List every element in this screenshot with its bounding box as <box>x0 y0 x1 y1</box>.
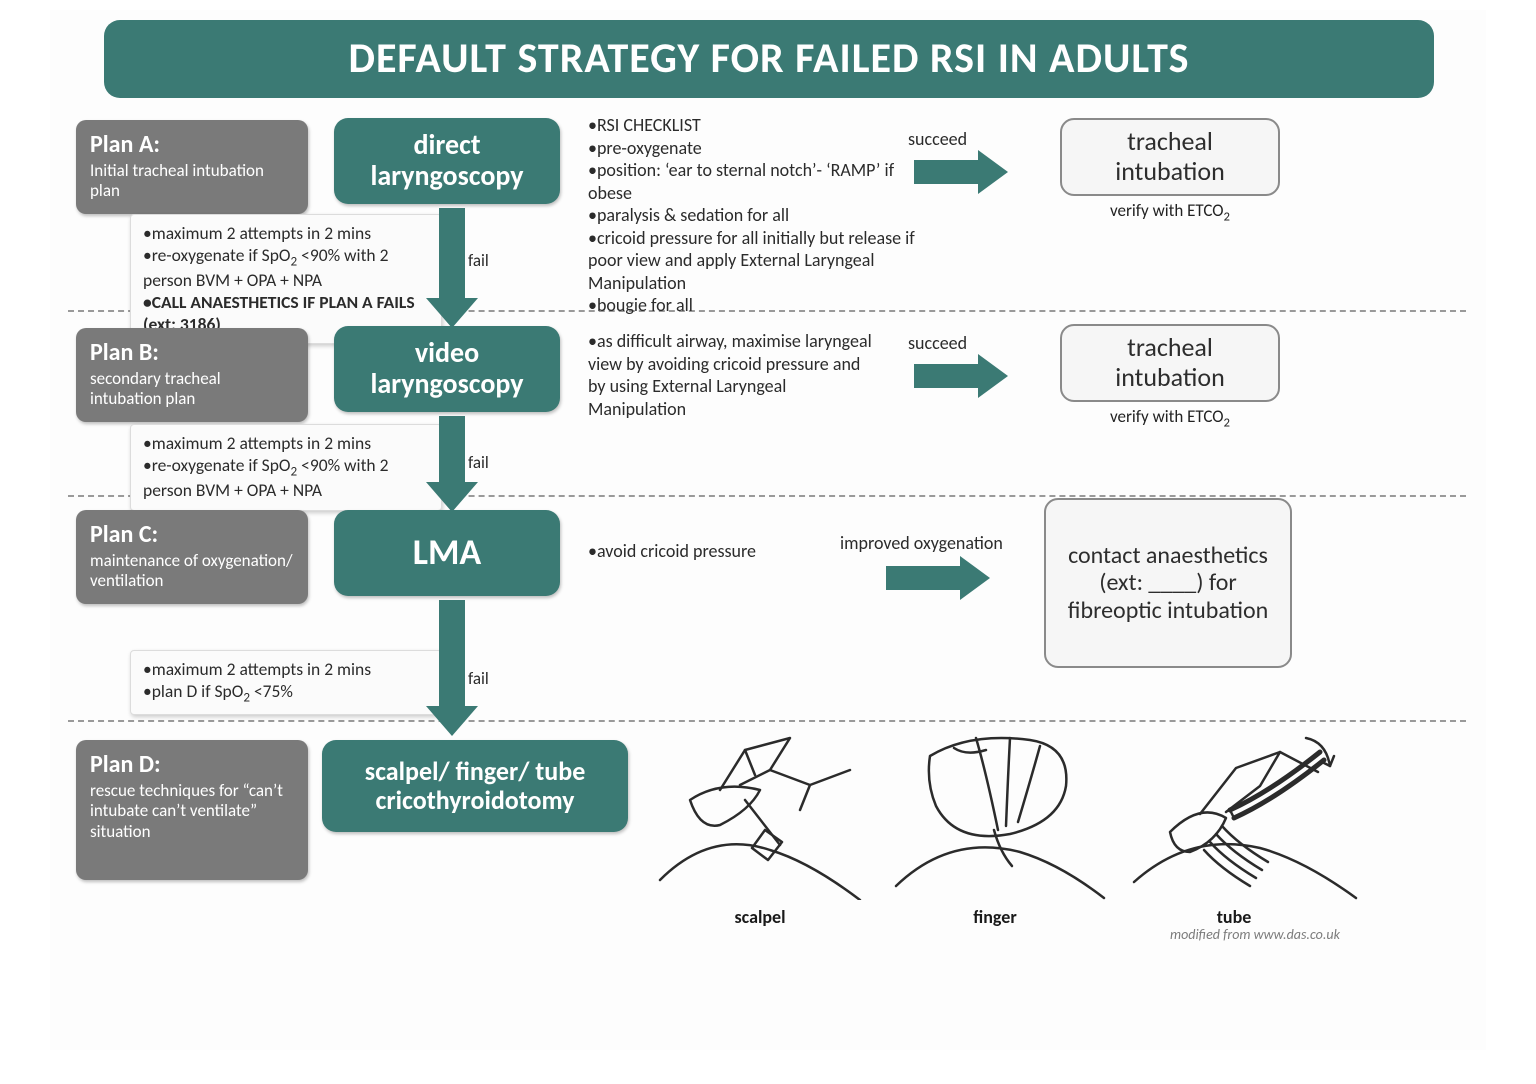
arrow-succeed-a <box>914 150 1014 194</box>
label-fail-b: fail <box>468 452 489 473</box>
flowchart-canvas: DEFAULT STRATEGY FOR FAILED RSI IN ADULT… <box>50 10 1486 1050</box>
outcome-b: tracheal intubation <box>1060 324 1280 402</box>
finger-illustration <box>890 726 1110 900</box>
plan-b-sub: secondary tracheal intubation plan <box>90 369 294 410</box>
plan-c-sub: maintenance of oxygenation/ ventilation <box>90 551 294 592</box>
fig-label-tube: tube <box>1194 906 1274 928</box>
arrow-improved <box>886 556 996 600</box>
action-b: video laryngoscopy <box>334 326 560 412</box>
action-c: LMA <box>334 510 560 596</box>
verify-a: verify with ETCO2 <box>1070 200 1270 224</box>
plan-d-sub: rescue techniques for “can’t intubate ca… <box>90 781 294 842</box>
plan-a-title: Plan A: <box>90 130 294 159</box>
credit-text: modified from www.das.co.uk <box>1170 926 1340 943</box>
plan-c-box: Plan C: maintenance of oxygenation/ vent… <box>76 510 308 604</box>
label-fail-c: fail <box>468 668 489 689</box>
arrow-succeed-b <box>914 354 1014 398</box>
plan-a-box: Plan A: Initial tracheal intubation plan <box>76 120 308 214</box>
action-a: direct laryngoscopy <box>334 118 560 204</box>
label-fail-a: fail <box>468 250 489 271</box>
label-succeed-a: succeed <box>908 128 967 150</box>
label-succeed-b: succeed <box>908 332 967 354</box>
verify-b: verify with ETCO2 <box>1070 406 1270 430</box>
notes-a: •maximum 2 attempts in 2 mins•re-oxygena… <box>130 214 442 344</box>
plan-b-box: Plan B: secondary tracheal intubation pl… <box>76 328 308 422</box>
plan-a-sub: Initial tracheal intubation plan <box>90 161 294 202</box>
action-d: scalpel/ finger/ tube cricothyroidotomy <box>322 740 628 832</box>
fig-label-finger: finger <box>950 906 1040 928</box>
scalpel-illustration <box>650 730 870 900</box>
label-improved: improved oxygenation <box>840 532 1003 554</box>
tube-illustration <box>1130 722 1360 900</box>
outcome-a: tracheal intubation <box>1060 118 1280 196</box>
plan-d-title: Plan D: <box>90 750 294 779</box>
side-note-b: •as difficult airway, maximise laryngeal… <box>588 330 878 420</box>
page-title: DEFAULT STRATEGY FOR FAILED RSI IN ADULT… <box>104 20 1434 98</box>
plan-d-box: Plan D: rescue techniques for “can’t int… <box>76 740 308 880</box>
rsi-checklist: •RSI CHECKLIST •pre-oxygenate •position:… <box>588 114 918 317</box>
fig-label-scalpel: scalpel <box>710 906 810 928</box>
notes-c: •maximum 2 attempts in 2 mins•plan D if … <box>130 650 442 715</box>
side-note-c: •avoid cricoid pressure <box>588 540 818 563</box>
notes-b: •maximum 2 attempts in 2 mins•re-oxygena… <box>130 424 442 511</box>
plan-c-title: Plan C: <box>90 520 294 549</box>
outcome-c: contact anaesthetics (ext: ____) for fib… <box>1044 498 1292 668</box>
plan-b-title: Plan B: <box>90 338 294 367</box>
